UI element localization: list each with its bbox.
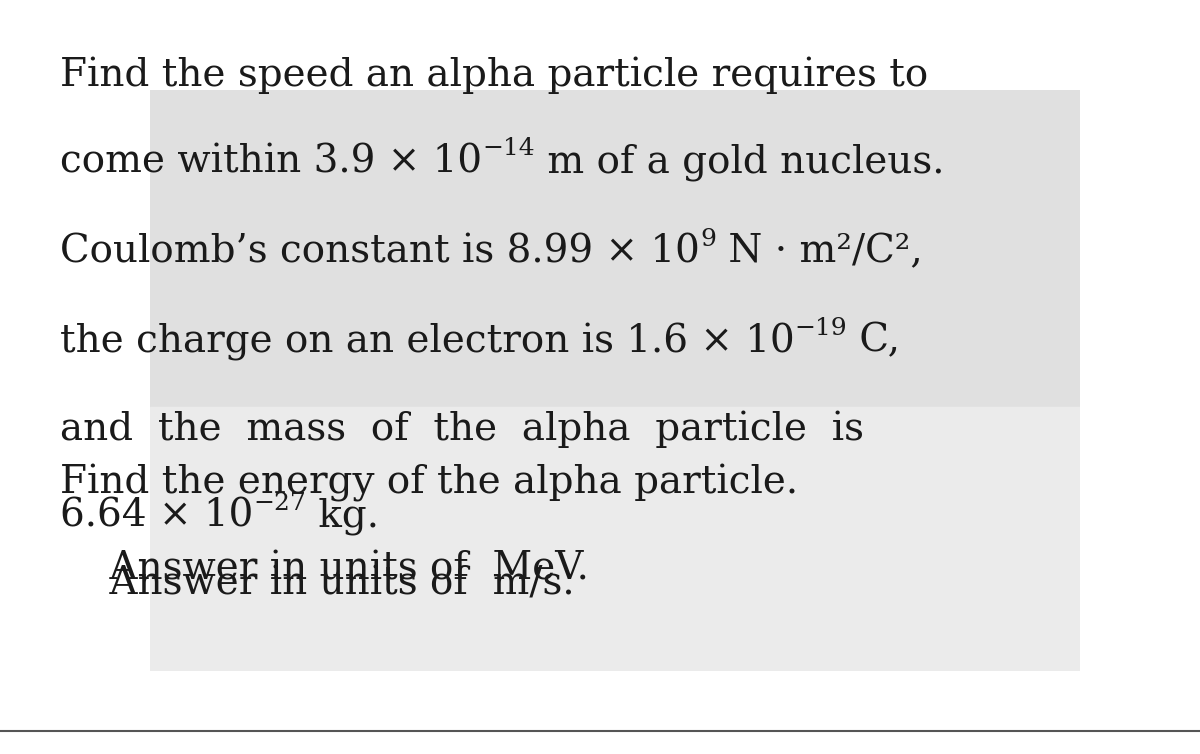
Text: kg.: kg. (306, 498, 379, 535)
Text: Coulomb’s constant is 8.99 × 10: Coulomb’s constant is 8.99 × 10 (60, 234, 700, 271)
Text: Find the energy of the alpha particle.: Find the energy of the alpha particle. (60, 464, 798, 501)
Text: come within 3.9 × 10: come within 3.9 × 10 (60, 143, 482, 180)
Text: −27: −27 (253, 492, 306, 515)
Text: N · m²/C²,: N · m²/C², (715, 234, 923, 271)
Text: the charge on an electron is 1.6 × 10: the charge on an electron is 1.6 × 10 (60, 323, 794, 360)
Text: 6.64 × 10: 6.64 × 10 (60, 498, 253, 535)
Text: m of a gold nucleus.: m of a gold nucleus. (535, 143, 944, 181)
Text: Answer in units of  m/s.: Answer in units of m/s. (60, 566, 575, 602)
Bar (150, 90, 1080, 407)
Text: −19: −19 (794, 317, 847, 340)
Text: and  the  mass  of  the  alpha  particle  is: and the mass of the alpha particle is (60, 411, 864, 449)
Bar (150, 407, 1080, 671)
Text: C,: C, (847, 323, 900, 360)
Text: −14: −14 (482, 137, 535, 161)
Text: 9: 9 (700, 228, 715, 251)
Text: Answer in units of  MeV.: Answer in units of MeV. (60, 550, 589, 587)
Text: Find the speed an alpha particle requires to: Find the speed an alpha particle require… (60, 57, 929, 94)
